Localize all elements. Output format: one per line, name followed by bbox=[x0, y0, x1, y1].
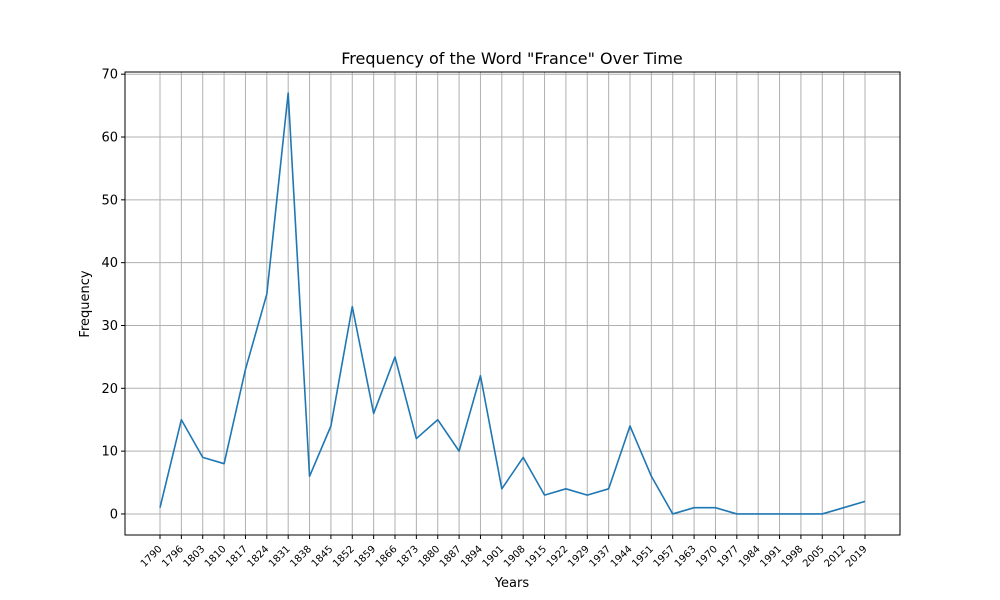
x-tick-label: 1817 bbox=[224, 544, 250, 570]
x-tick-label: 1873 bbox=[395, 544, 421, 570]
x-tick-label: 1810 bbox=[203, 544, 229, 570]
chart-title: Frequency of the Word "France" Over Time bbox=[341, 49, 683, 68]
x-tick-label: 1852 bbox=[331, 544, 357, 570]
x-tick-label: 1944 bbox=[609, 544, 635, 570]
x-tick-label: 1887 bbox=[438, 544, 464, 570]
x-tick-label: 1998 bbox=[780, 544, 806, 570]
x-tick-label: 1977 bbox=[716, 544, 742, 570]
x-tick-label: 1803 bbox=[182, 544, 208, 570]
series-line bbox=[159, 92, 866, 515]
x-tick-label: 1984 bbox=[737, 544, 763, 570]
x-tick-label: 1963 bbox=[673, 544, 699, 570]
x-tick-label: 1866 bbox=[374, 544, 400, 570]
x-tick-label: 1922 bbox=[545, 544, 571, 570]
x-tick-label: 1859 bbox=[352, 544, 378, 570]
y-tick-label: 70 bbox=[101, 68, 118, 83]
x-tick-label: 1901 bbox=[481, 544, 507, 570]
data-line-layer bbox=[159, 92, 866, 515]
y-axis-ticks: 0 10 20 30 40 50 60 70 bbox=[101, 68, 125, 523]
x-tick-label: 1991 bbox=[758, 544, 784, 570]
x-tick-label: 1796 bbox=[160, 544, 186, 570]
x-tick-label: 2012 bbox=[822, 544, 848, 570]
y-tick-label: 10 bbox=[101, 445, 118, 460]
x-tick-label: 2005 bbox=[801, 544, 827, 570]
x-tick-label: 1838 bbox=[288, 544, 314, 570]
x-tick-label: 2019 bbox=[844, 544, 870, 570]
x-tick-label: 1957 bbox=[652, 544, 678, 570]
y-tick-label: 30 bbox=[101, 319, 118, 334]
x-tick-label: 1908 bbox=[502, 544, 528, 570]
x-axis-ticks: 1790179618031810181718241831183818451852… bbox=[139, 535, 870, 570]
x-tick-label: 1845 bbox=[310, 544, 336, 570]
x-tick-label: 1929 bbox=[566, 544, 592, 570]
x-tick-label: 1894 bbox=[459, 544, 485, 570]
x-tick-label: 1790 bbox=[139, 544, 165, 570]
x-tick-label: 1951 bbox=[630, 544, 656, 570]
y-axis-label: Frequency bbox=[78, 270, 93, 337]
x-tick-label: 1970 bbox=[694, 544, 720, 570]
y-tick-label: 60 bbox=[101, 131, 118, 146]
grid bbox=[125, 72, 900, 535]
y-tick-label: 50 bbox=[101, 193, 118, 208]
x-tick-label: 1915 bbox=[523, 544, 549, 570]
x-tick-label: 1831 bbox=[267, 544, 293, 570]
y-tick-label: 0 bbox=[110, 508, 118, 523]
y-tick-label: 40 bbox=[101, 256, 118, 271]
plot-frame bbox=[124, 71, 901, 536]
x-tick-label: 1824 bbox=[246, 544, 272, 570]
y-tick-label: 20 bbox=[101, 382, 118, 397]
x-tick-label: 1937 bbox=[587, 544, 613, 570]
x-axis-label: Years bbox=[494, 576, 530, 591]
x-tick-label: 1880 bbox=[417, 544, 443, 570]
